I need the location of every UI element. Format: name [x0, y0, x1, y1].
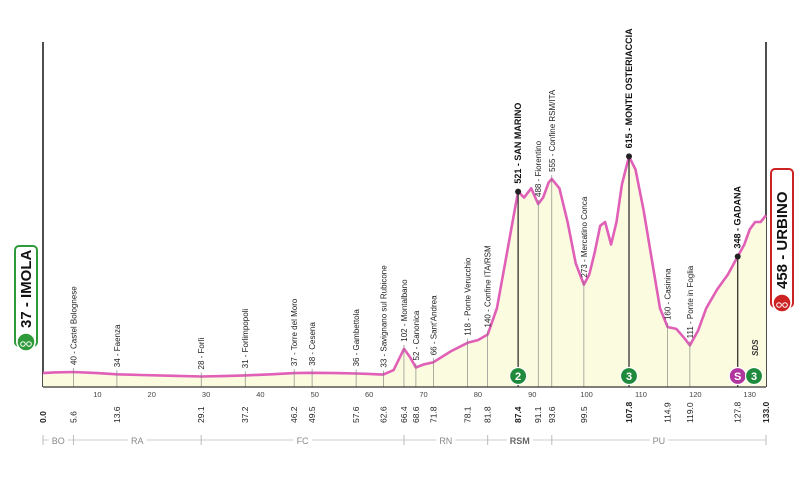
x-axis-layer: 10 20 30 40 50 60 70 80 90 100 110 120 130 0.0 5.6 13.6… [38, 386, 771, 423]
x-tick-label-60: 60 [365, 390, 373, 399]
profile-area-layer [42, 155, 768, 387]
marker-symbol-3: 3 [751, 371, 757, 383]
start-label-bike-wheel-a [20, 341, 26, 347]
waypoint-label-8: 102 - Montalbano [400, 279, 409, 342]
marker-symbol-1: 3 [626, 371, 632, 383]
km-label-22: 133.0 [761, 401, 771, 423]
km-label-15: 91.1 [533, 406, 543, 423]
finish-label: 458 - URBINO [770, 168, 794, 313]
x-tick-label-80: 80 [474, 390, 482, 399]
x-tick-label-50: 50 [311, 390, 319, 399]
start-finish-layer: 37 - IMOLA 458 - URBINO [14, 168, 794, 352]
waypoint-label-2: 28 - Forlì [197, 337, 206, 369]
profile-fill [43, 156, 766, 387]
km-label-5: 46.2 [289, 406, 299, 423]
region-label-0: BO [52, 436, 65, 446]
waypoint-label-5: 38 - Cesena [308, 322, 317, 366]
x-tick-label-110: 110 [635, 390, 647, 399]
waypoint-label-19: 111 - Ponte in Foglia [686, 265, 695, 338]
waypoint-label-16: 273 - Mercatino Conca [580, 196, 589, 277]
climb-dot-20 [734, 253, 741, 260]
waypoint-label-10: 66 - Sant'Andrea [429, 295, 438, 355]
waypoint-label-18: 160 - Casinina [664, 268, 673, 320]
waypoint-label-13: 521 - SAN MARINO [513, 103, 523, 184]
km-label-7: 57.6 [351, 406, 361, 423]
km-label-14: 87.4 [513, 406, 523, 423]
km-label-17: 99.5 [579, 406, 589, 423]
x-tick-label-120: 120 [689, 390, 702, 399]
region-label-bg [506, 435, 533, 447]
km-label-19: 114.9 [663, 402, 673, 423]
finish-label-bike-icon [772, 293, 792, 313]
region-label-bg [436, 435, 456, 447]
finish-label-bike-wheel-b [782, 302, 788, 308]
start-label-text: 37 - IMOLA [18, 249, 35, 328]
x-tick-label-70: 70 [419, 390, 427, 399]
start-label-bike-icon [16, 332, 36, 352]
region-label-bg [293, 435, 313, 447]
waypoint-label-3: 31 - Forlimpopoli [241, 309, 250, 369]
waypoint-label-17: 615 - MONTE OSTERIACCIA [624, 28, 634, 149]
waypoint-label-12: 140 - Confine ITA/RSM [484, 245, 493, 327]
km-label-10: 68.6 [411, 406, 421, 423]
km-label-20: 119.0 [685, 402, 695, 423]
x-tick-label-30: 30 [202, 390, 210, 399]
km-label-21: 127.8 [733, 401, 743, 423]
waypoint-label-9: 52 - Canonica [412, 310, 421, 360]
marker-symbol-2: S [734, 371, 741, 383]
climb-dot-13 [515, 188, 522, 195]
region-label-bg [649, 435, 669, 447]
waypoint-label-4: 37 - Torre del Moro [290, 298, 299, 366]
start-label: 37 - IMOLA [14, 245, 38, 352]
x-tick-label-130: 130 [743, 390, 756, 399]
km-label-11: 71.8 [428, 406, 438, 423]
marker-circle-0 [509, 366, 528, 386]
km-label-8: 62.6 [378, 406, 388, 423]
x-tick-label-10: 10 [93, 390, 101, 399]
waypoint-label-6: 36 - Gambettola [352, 309, 361, 367]
marker-symbol-0: 2 [515, 371, 521, 383]
finish-label-text: 458 - URBINO [774, 191, 791, 289]
marker-circle-1 [619, 366, 639, 386]
km-label-3: 29.1 [196, 406, 206, 423]
waypoint-label-7: 33 - Savignano sul Rubicone [379, 265, 388, 368]
waypoint-layer: 40 - Castel Bolognese 34 - Faenza 28 - For… [69, 28, 743, 387]
x-tick-label-20: 20 [148, 390, 156, 399]
region-label-4: RSM [510, 436, 530, 446]
start-label-bike-wheel-b [26, 341, 32, 347]
km-label-0: 0.0 [38, 411, 48, 423]
km-label-16: 93.6 [547, 406, 557, 423]
finish-label-bike-wheel-a [776, 302, 782, 308]
region-label-3: RN [439, 436, 452, 446]
km-label-18: 107.8 [624, 401, 634, 423]
waypoint-label-1: 34 - Faenza [113, 324, 122, 367]
region-label-5: PU [653, 436, 666, 446]
sds-label: SDS [751, 339, 760, 356]
waypoint-label-14: 488 - Fiorentino [534, 140, 543, 197]
region-label-1: RA [131, 436, 144, 446]
x-tick-label-90: 90 [528, 390, 536, 399]
km-label-9: 66.4 [399, 406, 409, 423]
km-label-12: 78.1 [463, 406, 473, 423]
region-label-2: FC [297, 436, 309, 446]
km-label-4: 37.2 [240, 406, 250, 423]
waypoint-label-11: 118 - Ponte Verucchio [464, 257, 473, 336]
region-layer: BO RA FC RN RSM PU [42, 435, 767, 447]
region-label-bg [128, 435, 147, 447]
climb-dot-17 [626, 153, 633, 160]
x-tick-label-100: 100 [580, 390, 593, 399]
km-label-13: 81.8 [483, 406, 493, 423]
x-tick-label-40: 40 [256, 390, 264, 399]
km-label-1: 5.6 [68, 411, 78, 423]
km-label-2: 13.6 [112, 406, 122, 423]
marker-circle-3 [744, 366, 764, 386]
waypoint-label-20: 348 - GADANA [733, 185, 743, 248]
region-label-bg [48, 435, 68, 447]
waypoint-label-15: 555 - Confine RSM/ITA [548, 89, 557, 172]
waypoint-label-0: 40 - Castel Bolognese [69, 286, 78, 365]
km-label-6: 49.5 [307, 406, 317, 423]
